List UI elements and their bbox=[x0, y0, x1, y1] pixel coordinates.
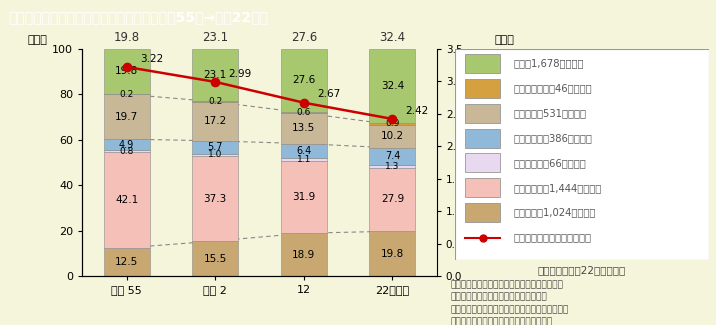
Text: 夫婦と子供（1,444万世帯）: 夫婦と子供（1,444万世帯） bbox=[513, 183, 601, 193]
Text: （％）: （％） bbox=[27, 35, 47, 45]
Bar bbox=[465, 104, 500, 123]
Text: 1.0: 1.0 bbox=[208, 150, 223, 160]
Bar bbox=[281, 49, 327, 111]
Text: 10.2: 10.2 bbox=[381, 131, 404, 141]
Text: 非親族を含む（46万世帯）: 非親族を含む（46万世帯） bbox=[513, 84, 591, 93]
Text: 0.2: 0.2 bbox=[120, 89, 134, 98]
Bar bbox=[369, 125, 415, 148]
Text: （人）: （人） bbox=[495, 35, 515, 45]
Text: ２．　一般世帯に占める比率。: ２． 一般世帯に占める比率。 bbox=[450, 293, 547, 302]
Text: 13.5: 13.5 bbox=[292, 123, 316, 133]
Text: 19.8: 19.8 bbox=[381, 249, 404, 259]
Text: 32.4: 32.4 bbox=[379, 31, 405, 44]
Text: 23.1: 23.1 bbox=[202, 31, 228, 44]
Text: 6.4: 6.4 bbox=[296, 146, 311, 156]
Text: 1.3: 1.3 bbox=[385, 162, 400, 171]
Bar bbox=[104, 248, 150, 276]
Text: 15.5: 15.5 bbox=[203, 254, 227, 264]
Text: 0.8: 0.8 bbox=[120, 147, 134, 156]
Bar bbox=[465, 178, 500, 197]
Bar bbox=[281, 233, 327, 276]
Text: 12.5: 12.5 bbox=[115, 257, 138, 267]
Bar bbox=[465, 54, 500, 73]
Text: 19.7: 19.7 bbox=[115, 112, 138, 122]
Bar bbox=[281, 144, 327, 158]
Text: 女親と子供（386万世帯）: 女親と子供（386万世帯） bbox=[513, 133, 592, 143]
Text: 4.9: 4.9 bbox=[119, 140, 135, 150]
Bar bbox=[104, 139, 150, 150]
Bar bbox=[369, 49, 415, 123]
Text: 37.3: 37.3 bbox=[203, 194, 227, 203]
Text: 単独（1,678万世帯）: 単独（1,678万世帯） bbox=[513, 58, 584, 69]
Text: 32.4: 32.4 bbox=[381, 81, 404, 91]
Bar bbox=[369, 165, 415, 168]
Text: 3.22: 3.22 bbox=[140, 54, 163, 64]
Text: のうち，核家族以外の世帯。: のうち，核家族以外の世帯。 bbox=[450, 317, 552, 325]
Text: 17.2: 17.2 bbox=[203, 116, 227, 126]
Text: 0.2: 0.2 bbox=[208, 97, 223, 106]
Bar bbox=[465, 79, 500, 98]
Text: 1.1: 1.1 bbox=[296, 155, 311, 164]
Text: （　）内は平成22年の世帯数: （ ）内は平成22年の世帯数 bbox=[538, 266, 626, 275]
Bar bbox=[369, 168, 415, 231]
Bar bbox=[465, 203, 500, 222]
Bar bbox=[465, 153, 500, 173]
Text: 18.9: 18.9 bbox=[292, 250, 316, 260]
Text: 2.42: 2.42 bbox=[406, 106, 429, 116]
Bar bbox=[281, 161, 327, 233]
Bar bbox=[192, 141, 238, 154]
Bar bbox=[369, 231, 415, 276]
Text: １世帯当たり人員（右目盛）: １世帯当たり人員（右目盛） bbox=[513, 232, 591, 242]
Text: 27.9: 27.9 bbox=[381, 194, 404, 204]
Bar bbox=[192, 156, 238, 241]
Bar bbox=[192, 101, 238, 102]
Text: 27.6: 27.6 bbox=[292, 75, 316, 85]
Text: （備考）１．　総務省「国勢調査」より作成。: （備考）１． 総務省「国勢調査」より作成。 bbox=[450, 280, 563, 289]
Bar bbox=[192, 241, 238, 276]
Text: 19.8: 19.8 bbox=[115, 66, 138, 76]
Text: 5.7: 5.7 bbox=[208, 142, 223, 152]
Bar bbox=[104, 94, 150, 139]
Text: 2.99: 2.99 bbox=[228, 69, 252, 79]
Text: 27.6: 27.6 bbox=[291, 31, 317, 44]
Text: 23.1: 23.1 bbox=[203, 70, 227, 80]
Text: 19.8: 19.8 bbox=[114, 31, 140, 44]
Bar bbox=[192, 102, 238, 141]
Text: 0.9: 0.9 bbox=[385, 119, 400, 128]
Text: ３世代等（531万世帯）: ３世代等（531万世帯） bbox=[513, 108, 586, 118]
Bar bbox=[281, 158, 327, 161]
Bar bbox=[369, 123, 415, 125]
Bar bbox=[104, 49, 150, 94]
Text: 31.9: 31.9 bbox=[292, 192, 316, 202]
Text: 2.67: 2.67 bbox=[317, 89, 340, 99]
Text: 0.6: 0.6 bbox=[296, 108, 311, 117]
Text: 42.1: 42.1 bbox=[115, 195, 138, 205]
Text: 男親と子供（66万世帯）: 男親と子供（66万世帯） bbox=[513, 158, 586, 168]
Text: 夫婦のみ（1,024万世帯）: 夫婦のみ（1,024万世帯） bbox=[513, 208, 596, 218]
Bar bbox=[281, 111, 327, 113]
Text: 7.4: 7.4 bbox=[384, 151, 400, 161]
Bar bbox=[281, 113, 327, 144]
Bar bbox=[369, 148, 415, 165]
Bar bbox=[104, 152, 150, 248]
Text: 第１図　世帯の家族類型別割合の推移（昭和55年→平成22年）: 第１図 世帯の家族類型別割合の推移（昭和55年→平成22年） bbox=[9, 10, 268, 24]
Bar bbox=[465, 129, 500, 148]
Bar bbox=[192, 154, 238, 156]
Bar bbox=[192, 49, 238, 101]
Text: ３．　「３世代等」は，親族のみの世帯: ３． 「３世代等」は，親族のみの世帯 bbox=[450, 305, 569, 314]
Bar bbox=[104, 150, 150, 152]
